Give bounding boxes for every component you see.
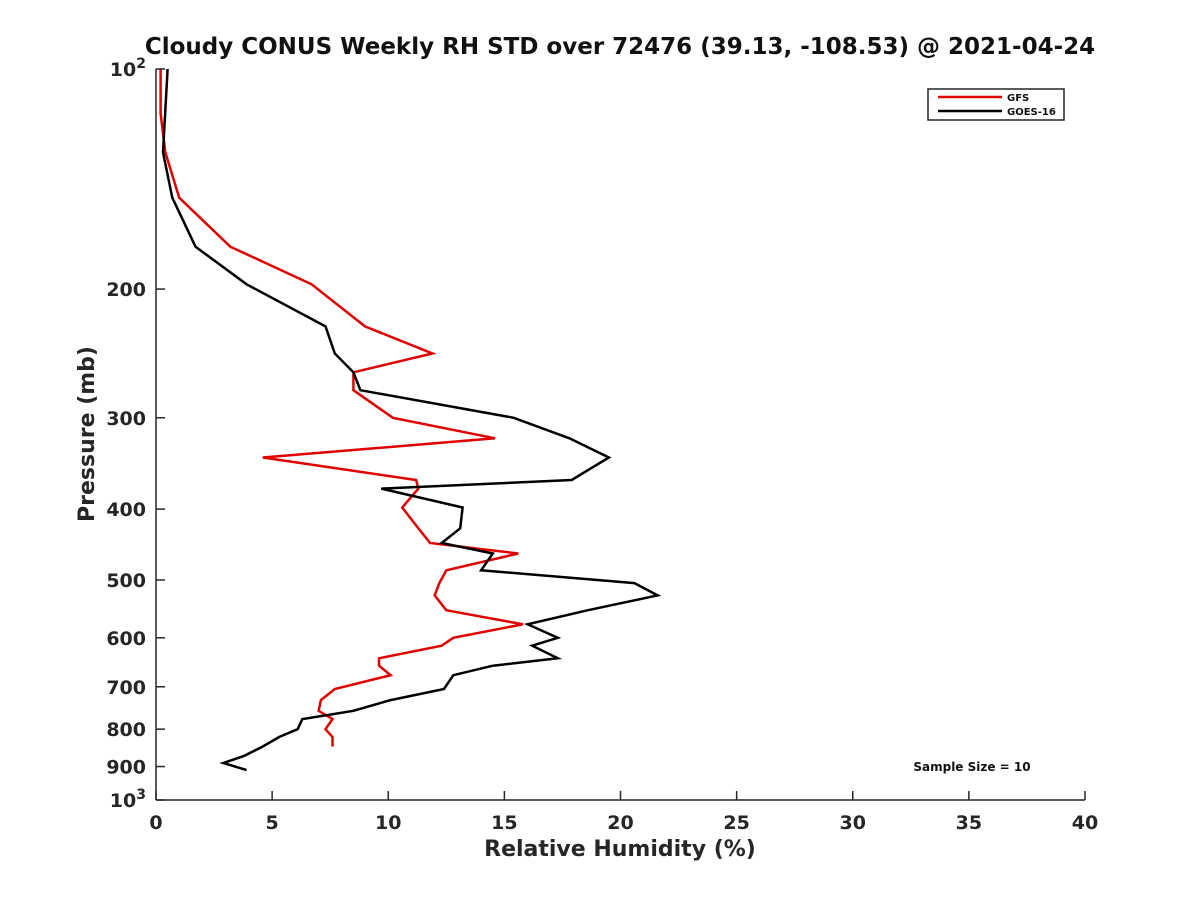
legend-label-gfs: GFS	[1007, 93, 1029, 104]
sample-size-annotation: Sample Size = 10	[913, 760, 1030, 774]
x-tick-label: 30	[840, 812, 866, 834]
x-tick-label: 10	[375, 812, 401, 834]
plot-area: 0 5 10 15 20 25 30 35 40 102 200 300 400 500 600 700 80…	[106, 56, 1098, 834]
y-axis-label: Pressure (mb)	[75, 346, 100, 522]
y-tick-label: 900	[106, 757, 146, 779]
y-tick-label: 800	[106, 719, 146, 741]
x-tick-label: 40	[1072, 812, 1098, 834]
x-tick-label: 0	[149, 812, 162, 834]
y-tick-label: 500	[106, 570, 146, 592]
y-tick-label: 300	[106, 408, 146, 430]
y-ticks: 102 200 300 400 500 600 700 800 900 103	[106, 56, 165, 812]
series-layer	[159, 68, 662, 772]
y-tick-label: 200	[106, 279, 146, 301]
x-tick-label: 25	[723, 812, 749, 834]
legend-box	[927, 88, 1065, 121]
chart-title: Cloudy CONUS Weekly RH STD over 72476 (3…	[145, 34, 1095, 60]
y-tick-label: 400	[106, 499, 146, 521]
x-axis-label: Relative Humidity (%)	[484, 837, 756, 862]
y-tick-label: 103	[110, 787, 146, 812]
x-tick-label: 35	[956, 812, 982, 834]
x-tick-label: 20	[607, 812, 633, 834]
y-tick-label: 700	[106, 677, 146, 699]
y-tick-label: 600	[106, 628, 146, 650]
series-line-gfs	[159, 69, 524, 747]
x-tick-label: 15	[491, 812, 517, 834]
x-ticks: 0 5 10 15 20 25 30 35 40	[149, 791, 1098, 834]
y-tick-label: 102	[110, 56, 146, 81]
x-tick-label: 5	[266, 812, 279, 834]
legend-label-goes16: GOES-16	[1007, 107, 1056, 118]
legend: GFS GOES-16	[927, 88, 1065, 121]
series-line-goes16	[161, 68, 662, 772]
